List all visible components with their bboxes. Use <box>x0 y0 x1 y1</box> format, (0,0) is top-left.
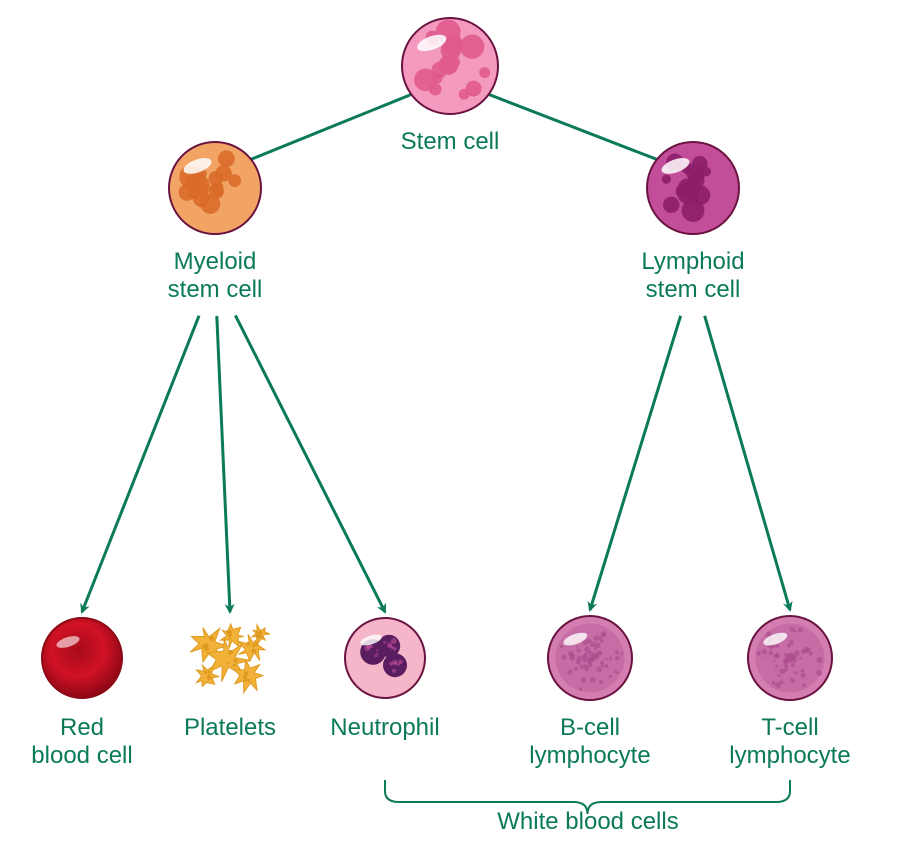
t-cell-label: T-cell lymphocyte <box>690 714 890 769</box>
stem-cell-icon <box>402 18 498 114</box>
white-blood-cells-label: White blood cells <box>428 808 748 836</box>
myeloid-stem-cell-icon <box>169 142 261 234</box>
neutrophil-icon <box>345 618 425 698</box>
red-blood-cell-label: Red blood cell <box>2 714 162 769</box>
lymphoid-stem-cell-label: Lymphoid stem cell <box>583 248 803 303</box>
red-blood-cell-icon <box>42 618 122 698</box>
neutrophil-label: Neutrophil <box>295 714 475 742</box>
lymphoid-stem-cell-icon <box>647 142 739 234</box>
platelets-icon <box>190 624 270 693</box>
t-cell-icon <box>748 616 832 700</box>
b-cell-label: B-cell lymphocyte <box>490 714 690 769</box>
b-cell-icon <box>548 616 632 700</box>
platelets-label: Platelets <box>150 714 310 742</box>
diagram-stage: Stem cell Myeloid stem cell Lymphoid stem … <box>0 0 900 849</box>
stem-cell-label: Stem cell <box>350 128 550 156</box>
myeloid-stem-cell-label: Myeloid stem cell <box>115 248 315 303</box>
